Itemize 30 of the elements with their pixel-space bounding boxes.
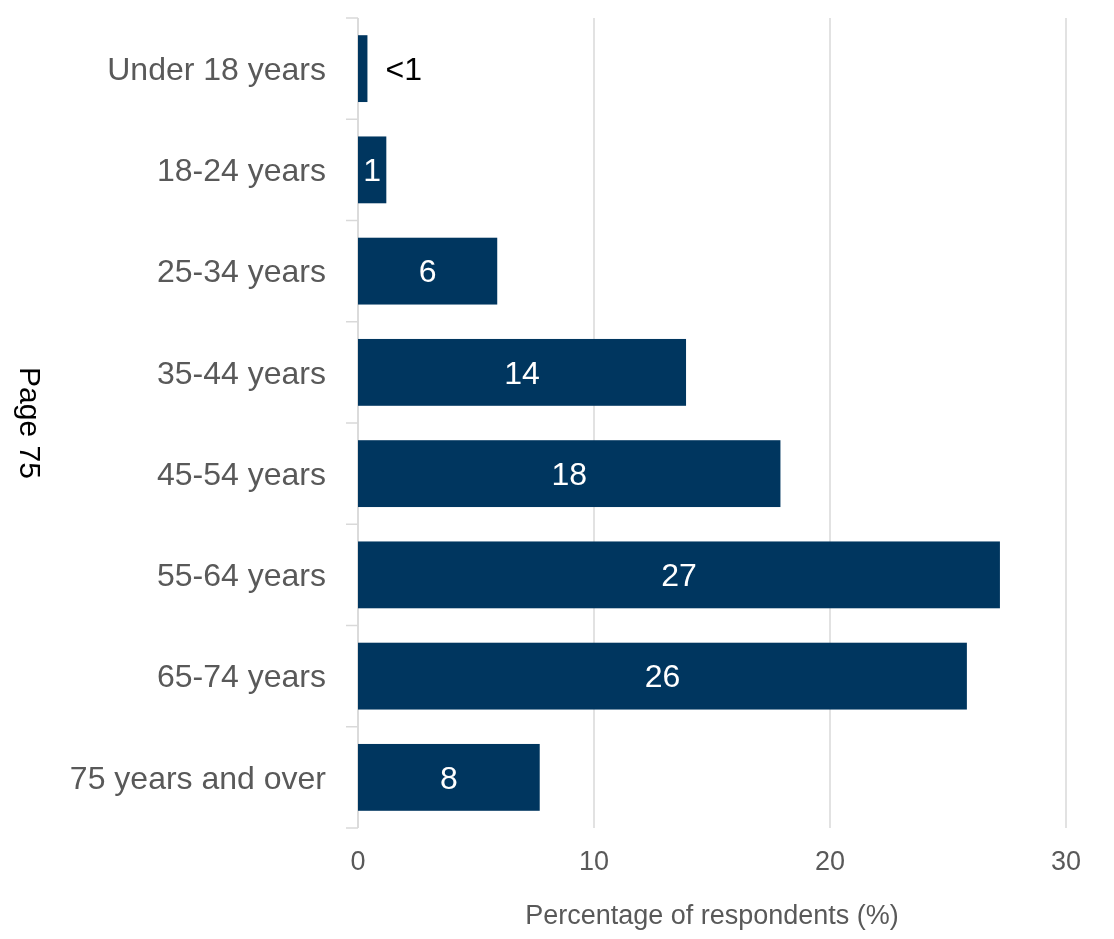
x-tick-label: 30 <box>1050 846 1082 876</box>
data-label: 27 <box>661 557 697 594</box>
x-axis-title: Percentage of respondents (%) <box>525 900 899 930</box>
data-label: 1 <box>363 152 382 189</box>
data-label: 6 <box>418 253 437 290</box>
y-tick-label: 45-54 years <box>157 455 326 492</box>
data-label: 8 <box>439 759 458 796</box>
y-tick-label: Under 18 years <box>107 50 326 87</box>
x-tick-label: 0 <box>350 846 366 876</box>
x-tick-label: 20 <box>814 846 846 876</box>
bar <box>358 743 540 811</box>
data-label: 14 <box>504 354 540 391</box>
text: Page 75 <box>13 367 47 479</box>
y-tick-label: 25-34 years <box>157 253 326 290</box>
bar <box>358 440 781 508</box>
data-label: 26 <box>644 658 681 695</box>
bar <box>358 642 967 710</box>
y-tick-label: 35-44 years <box>157 354 326 391</box>
bar <box>358 541 1000 609</box>
y-tick-label: 75 years and over <box>69 759 327 796</box>
bar <box>358 237 498 305</box>
bar <box>358 35 368 103</box>
bar <box>358 338 687 406</box>
y-tick-label: 18-24 years <box>157 152 326 189</box>
bar <box>358 136 387 204</box>
x-tick-label: 10 <box>578 846 610 876</box>
data-label: 18 <box>551 455 588 492</box>
y-tick-label: 55-64 years <box>157 557 326 594</box>
data-label: <1 <box>385 50 422 87</box>
y-tick-label: 65-74 years <box>157 658 326 695</box>
